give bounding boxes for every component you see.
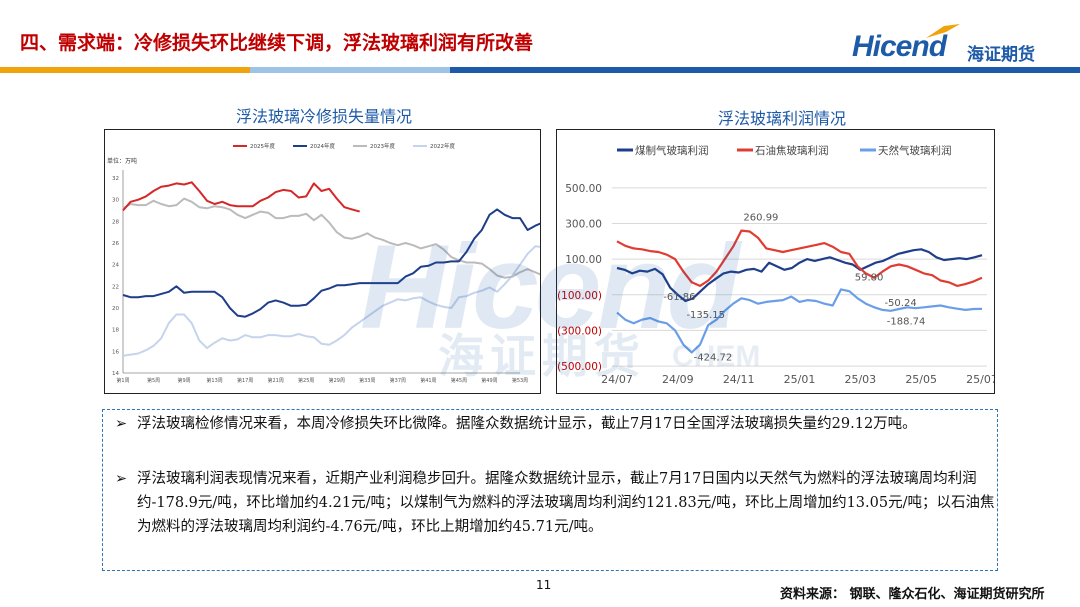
chart1-series-line	[122, 208, 582, 318]
chart1-y-tick-label: 30	[112, 198, 119, 204]
chart2-x-tick-label: 24/11	[723, 373, 755, 386]
chart1-legend-label: 2025年度	[250, 142, 275, 150]
chart1-y-tick-label: 14	[112, 371, 119, 377]
header-bar-orange	[0, 67, 250, 73]
chart1-title: 浮法玻璃冷修损失量情况	[236, 107, 413, 126]
chart1-y-tick-label: 16	[112, 349, 119, 355]
chart1-svg: 单位：万吨 14 16 18 20 22 24 26 28 30 32 第1周 第5周 第9周 第13周 第1…	[107, 142, 597, 384]
chart2-y-tick-label: (300.00)	[557, 325, 602, 337]
chart1-series-line	[122, 181, 360, 213]
chart1-x-tick-label: 第9周	[177, 377, 190, 384]
chart1-y-tick-label: 22	[112, 284, 119, 290]
chart1-panel: 单位：万吨 14 16 18 20 22 24 26 28 30 32 第1周 第5周 第9周 第13周 第1…	[104, 129, 597, 394]
chart2-x-tick-label: 25/05	[905, 373, 937, 386]
page-number: 11	[536, 578, 552, 592]
chart2-data-label: -135.15	[686, 310, 725, 321]
chart2-legend-label: 石油焦玻璃利润	[755, 144, 829, 157]
chart1-legend-label: 2024年度	[310, 142, 335, 150]
chart1-y-tick-label: 28	[112, 219, 119, 225]
chart1-x-tick-label: 第17周	[237, 377, 253, 384]
bullet-marker: ➢	[115, 416, 128, 432]
chart2-data-label: -424.72	[694, 353, 733, 364]
chart1-x-tick-label: 第5周	[147, 377, 160, 384]
chart2-series-line	[616, 229, 983, 287]
summary-box: ➢ 浮法玻璃检修情况来看，本周冷修损失环比微降。据隆众数据统计显示，截止7月17…	[102, 409, 998, 571]
chart1-series-line	[122, 227, 597, 357]
header-bar-blue	[450, 67, 1080, 73]
chart1-x-tick-label: 第49周	[481, 377, 497, 384]
chart2-series-line	[616, 288, 983, 354]
chart1-series-line	[122, 197, 582, 279]
chart1-legend-label: 2023年度	[370, 142, 395, 150]
logo-chinese: 海证期货	[967, 45, 1035, 65]
page-title: 四、需求端：冷修损失环比继续下调，浮法玻璃利润有所改善	[20, 32, 534, 54]
chart2-data-label: -50.24	[884, 298, 916, 309]
bullet-text: 浮法玻璃检修情况来看，本周冷修损失环比微降。据隆众数据统计显示，截止7月17日全…	[137, 416, 917, 432]
chart2-y-tick-label: (500.00)	[557, 361, 602, 373]
chart2-series-line	[616, 248, 983, 303]
watermark-chinese: 海证期货	[438, 329, 646, 383]
logo-wing-icon	[926, 24, 960, 38]
logo-wordmark: Hicend	[852, 30, 947, 63]
chart2-svg: (500.00) (300.00) (100.00) 100.00 300.00 500.…	[557, 144, 998, 386]
chart1-x-tick-label: 第41周	[420, 377, 436, 384]
bullet-text: 浮法玻璃利润表现情况来看，近期产业利润稳步回升。据隆众数据统计显示，截止7月17…	[137, 471, 995, 535]
chart1-x-tick-label: 第45周	[451, 377, 467, 384]
chart1-y-tick-label: 24	[112, 263, 119, 269]
chart1-x-tick-label: 第1周	[116, 377, 129, 384]
chart1-y-tick-label: 32	[112, 176, 119, 182]
chart2-y-tick-label: 500.00	[565, 183, 602, 195]
chart2-data-label: -188.74	[887, 317, 926, 328]
chart2-x-tick-label: 24/09	[662, 373, 694, 386]
chart2-data-label: -61.86	[663, 292, 695, 303]
chart1-x-tick-label: 第37周	[390, 377, 406, 384]
chart2-y-tick-label: 300.00	[565, 218, 602, 230]
chart2-x-tick-label: 25/01	[784, 373, 816, 386]
chart1-x-tick-label: 第13周	[206, 377, 222, 384]
chart2-data-label: 59.80	[855, 272, 884, 283]
watermark-extra: CHEM	[672, 340, 761, 373]
chart1-y-tick-label: 18	[112, 328, 119, 334]
chart2-y-tick-label: (100.00)	[557, 290, 602, 302]
chart1-x-tick-label: 第21周	[268, 377, 284, 384]
chart2-legend-label: 天然气玻璃利润	[878, 144, 952, 157]
chart2-legend-label: 煤制气玻璃利润	[635, 144, 709, 157]
chart1-legend-label: 2022年度	[430, 142, 455, 150]
chart2-data-label: 260.99	[743, 212, 778, 223]
chart1-unit-label: 单位：万吨	[107, 157, 137, 165]
chart1-y-tick-label: 20	[112, 306, 119, 312]
chart1-y-tick-label: 26	[112, 241, 119, 247]
header-bar-blue-left	[250, 67, 450, 73]
chart1-x-tick-label: 第53周	[512, 377, 528, 384]
chart1-x-tick-label: 第25周	[298, 377, 314, 384]
chart2-x-tick-label: 25/07	[966, 373, 994, 386]
source-note: 资料来源： 钢联、隆众石化、海证期货研究所	[780, 587, 1045, 602]
chart2-panel: (500.00) (300.00) (100.00) 100.00 300.00 500.…	[556, 129, 998, 394]
chart2-y-tick-label: 100.00	[565, 254, 602, 266]
hicend-logo: Hicend 海证期货	[852, 24, 1062, 66]
chart2-x-tick-label: 24/07	[601, 373, 633, 386]
watermark-logo: Hicend	[360, 220, 740, 354]
chart1-x-tick-label: 第29周	[329, 377, 345, 384]
bullet-marker: ➢	[115, 471, 128, 487]
chart1-x-tick-label: 第33周	[359, 377, 375, 384]
chart2-x-tick-label: 25/03	[844, 373, 876, 386]
chart2-title: 浮法玻璃利润情况	[718, 109, 847, 128]
